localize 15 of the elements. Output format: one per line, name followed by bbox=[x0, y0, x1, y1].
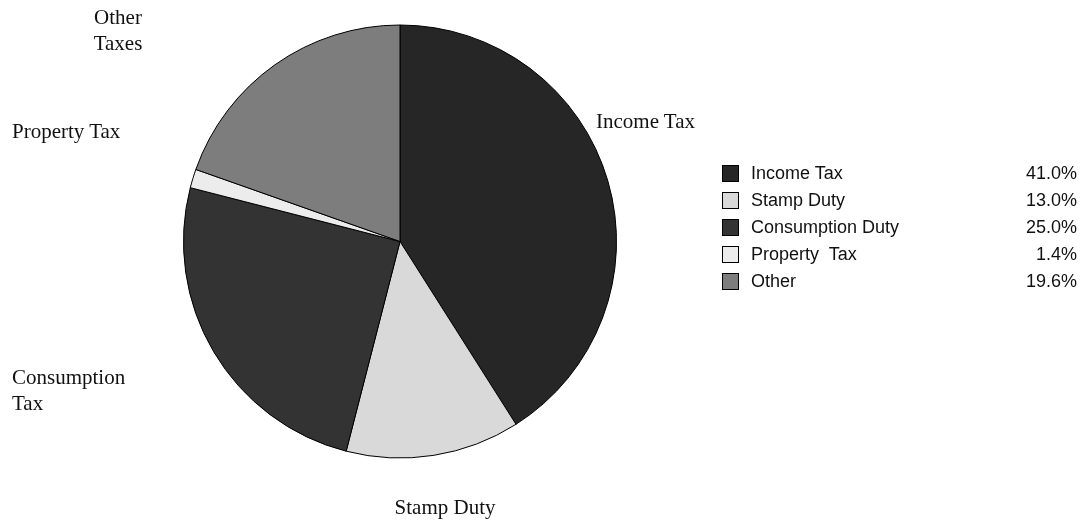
legend-label: Other bbox=[751, 271, 798, 292]
data-label: 1.4% bbox=[1035, 244, 1077, 265]
legend-label: Stamp Duty bbox=[751, 190, 847, 211]
text: Property Tax bbox=[12, 118, 121, 143]
legend-label: Consumption Duty bbox=[751, 217, 901, 238]
text: Consumption Tax bbox=[12, 364, 126, 415]
text: Stamp Duty bbox=[394, 494, 496, 519]
data-label: 41.0% bbox=[1025, 163, 1077, 184]
legend-label: Income Tax bbox=[751, 163, 844, 184]
data-label: 25.0% bbox=[1025, 217, 1077, 238]
data-label: 19.6% bbox=[1025, 271, 1077, 292]
text: Income Tax bbox=[596, 108, 696, 133]
data-label: 13.0% bbox=[1025, 190, 1077, 211]
text: Other Taxes bbox=[93, 4, 143, 55]
legend-label: Property Tax bbox=[751, 244, 858, 265]
